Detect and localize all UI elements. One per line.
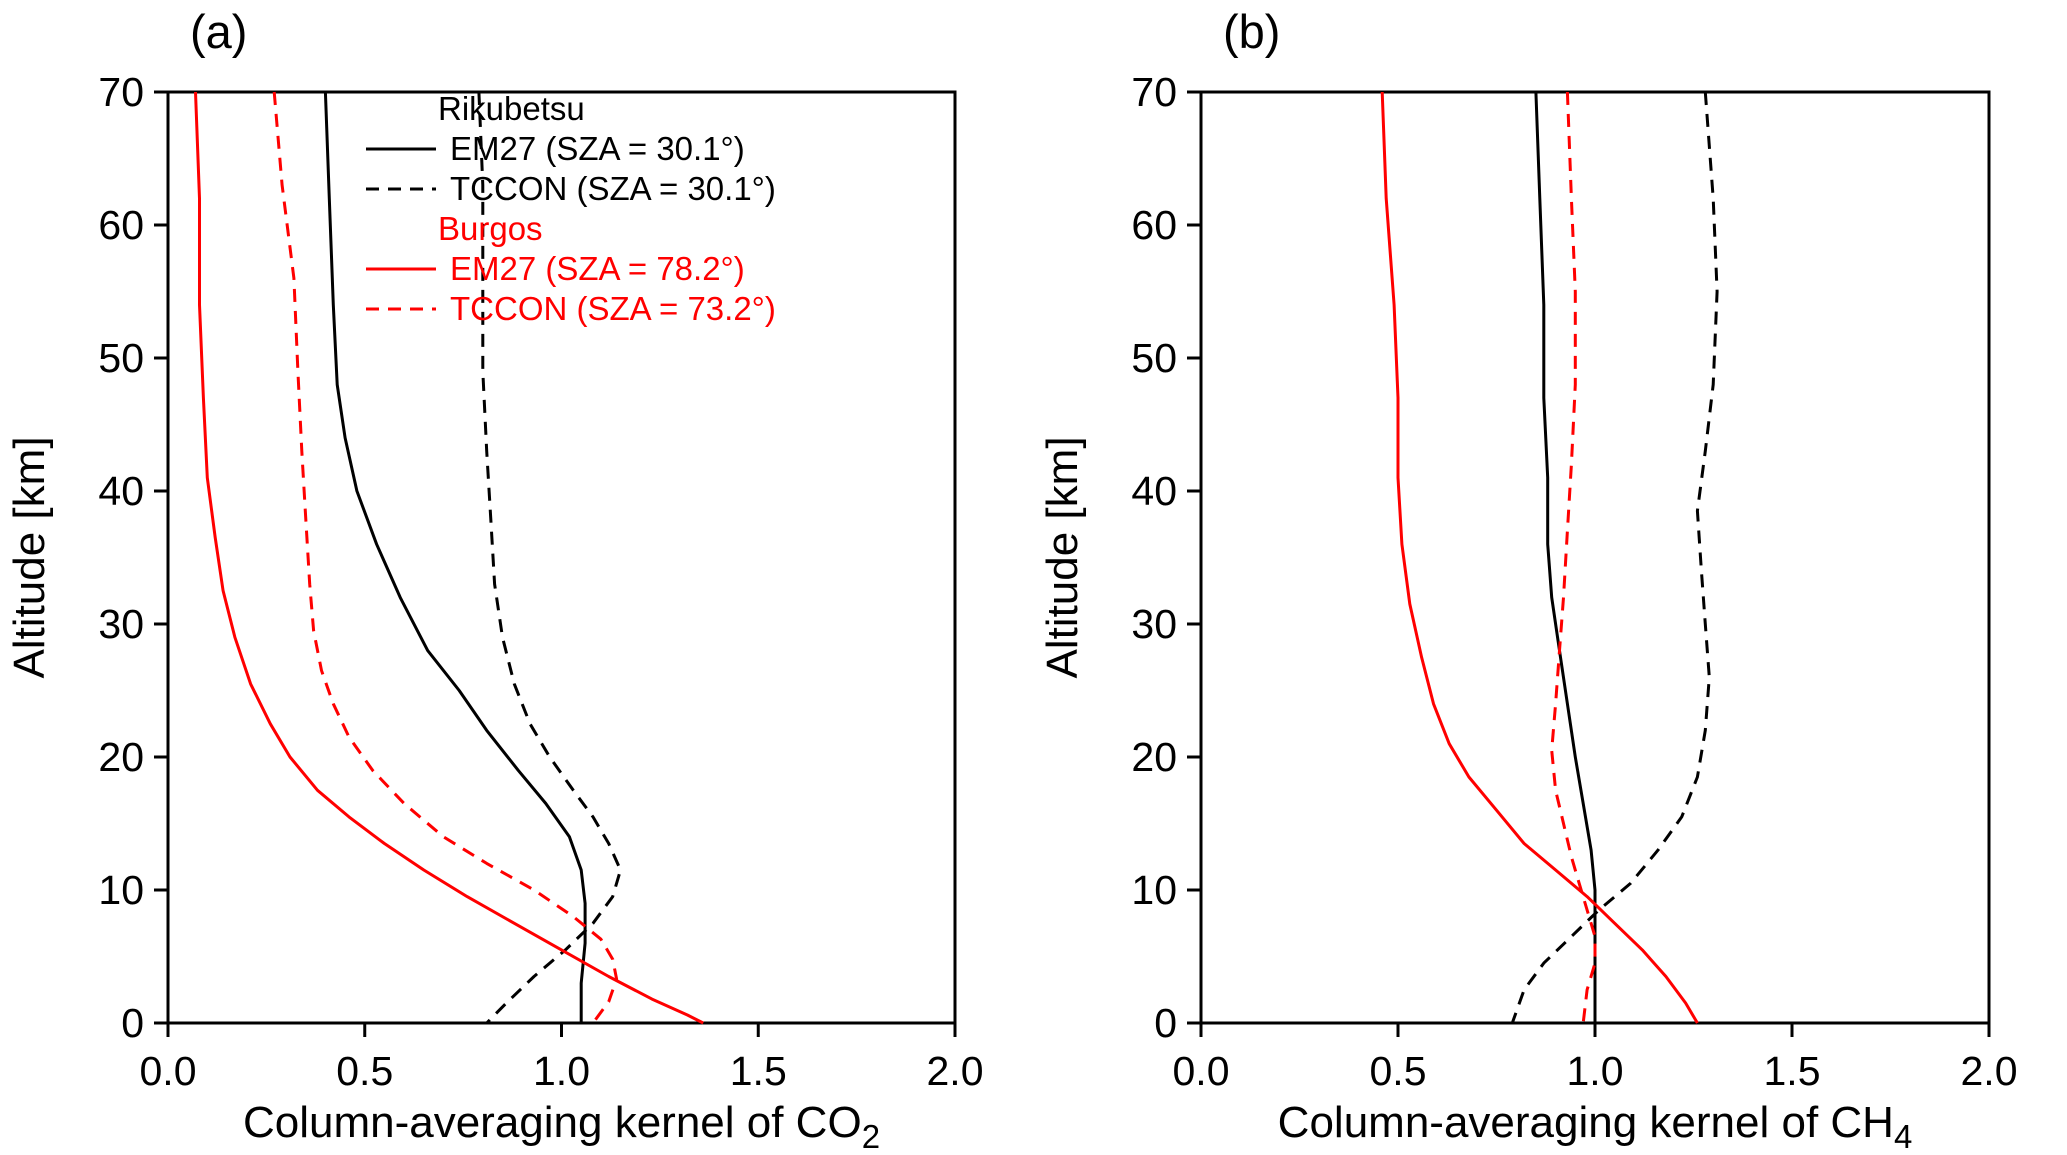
ch4-kernel-chart: 0.0 0.5 1.0 1.5 2.0 0 10 20 30 40 50 60 70 (b) Column-… — [1038, 5, 2018, 1155]
y-tick-label: 30 — [1131, 601, 1177, 647]
series-rikubetsu-em27-ch4 — [1534, 91, 1597, 1023]
x-axis-label: Column-averaging kernel of CH4 — [1278, 1098, 1913, 1155]
y-tick-label: 0 — [121, 1000, 144, 1046]
y-tick-label: 50 — [98, 335, 144, 381]
y-tick-label: 10 — [98, 867, 144, 913]
x-axis-label: Column-averaging kernel of CO2 — [243, 1098, 880, 1155]
x-tick-label: 1.0 — [533, 1048, 590, 1094]
x-tick-label: 0.0 — [140, 1048, 197, 1094]
y-axis-label: Altitude [km] — [5, 436, 54, 678]
y-tick-label: 70 — [1131, 69, 1177, 115]
x-tick-label: 2.0 — [927, 1048, 984, 1094]
panel-label: (b) — [1223, 5, 1280, 58]
y-tick-label: 20 — [1131, 734, 1177, 780]
legend-item-label: EM27 (SZA = 30.1°) — [450, 130, 745, 167]
y-tick-label: 40 — [1131, 468, 1177, 514]
x-tick-label: 0.5 — [1370, 1048, 1427, 1094]
panel-label: (a) — [190, 5, 247, 58]
legend-group-header: Rikubetsu — [438, 90, 585, 127]
y-tick-label: 60 — [1131, 202, 1177, 248]
legend-group-header: Burgos — [438, 210, 543, 247]
y-tick-label: 50 — [1131, 335, 1177, 381]
x-tick-label: 2.0 — [1961, 1048, 2018, 1094]
series-burgos-tccon-ch4 — [1550, 91, 1597, 1024]
y-tick-label: 20 — [98, 734, 144, 780]
y-tick-label: 0 — [1154, 1000, 1177, 1046]
series-burgos-tccon-co2 — [272, 91, 619, 1024]
series-rikubetsu-tccon-ch4 — [1510, 91, 1719, 1024]
series-burgos-em27-ch4 — [1380, 91, 1699, 1024]
plot-frame — [166, 90, 957, 1025]
x-tick-label: 1.5 — [730, 1048, 787, 1094]
x-tick-label: 0.0 — [1173, 1048, 1230, 1094]
panel-a: 0.0 0.5 1.0 1.5 2.0 0 10 20 30 40 50 60 70 (a) Column-… — [0, 0, 1033, 1155]
series-rikubetsu-em27-co2 — [323, 91, 587, 1023]
x-tick-label: 1.5 — [1764, 1048, 1821, 1094]
y-tick-label: 10 — [1131, 867, 1177, 913]
legend-item-label: EM27 (SZA = 78.2°) — [450, 250, 745, 287]
x-tick-label: 0.5 — [336, 1048, 393, 1094]
legend-item-label: TCCON (SZA = 73.2°) — [450, 290, 776, 327]
y-tick-label: 70 — [98, 69, 144, 115]
y-tick-label: 40 — [98, 468, 144, 514]
series-burgos-em27-co2 — [194, 91, 704, 1025]
legend-item-label: TCCON (SZA = 30.1°) — [450, 170, 776, 207]
y-tick-label: 30 — [98, 601, 144, 647]
x-tick-label: 1.0 — [1567, 1048, 1624, 1094]
y-axis-label: Altitude [km] — [1038, 436, 1087, 678]
y-tick-label: 60 — [98, 202, 144, 248]
panel-b: 0.0 0.5 1.0 1.5 2.0 0 10 20 30 40 50 60 70 (b) Column-… — [1033, 0, 2067, 1155]
co2-kernel-chart: 0.0 0.5 1.0 1.5 2.0 0 10 20 30 40 50 60 70 (a) Column-… — [5, 5, 984, 1155]
